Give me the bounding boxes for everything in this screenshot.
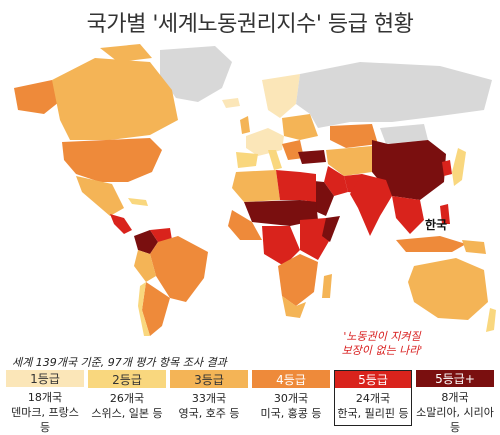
korea-label: 한국 [425,218,448,232]
region-south-africa [282,296,306,318]
region-brazil [150,236,208,302]
legend-item-grade4: 4등급 30개국 미국, 홍콩 등 [252,370,330,426]
region-scandinavia [262,74,300,118]
world-map-svg [14,44,496,336]
region-mexico [76,176,124,216]
region-kazakhstan [330,124,378,148]
grade-swatch: 5등급+ [416,370,494,387]
region-iran [324,166,348,196]
region-korea [442,160,452,176]
region-iceland [222,98,240,108]
region-west-europe [246,128,284,156]
region-east-europe [282,114,318,140]
region-papua [462,240,486,254]
region-australia [408,258,488,320]
legend-item-grade3: 3등급 33개국 영국, 호주 등 [170,370,248,426]
region-libya [276,170,300,200]
country-count: 33개국 [191,392,227,405]
region-sahel [244,200,318,226]
region-new-zealand [486,308,496,332]
grade-swatch: 1등급 [6,370,84,387]
region-balkans [282,140,304,160]
region-peru [134,250,156,282]
survey-footnote: 세계 139개국 기준, 97개 평가 항목 조사 결과 [12,356,227,369]
region-argentina [142,282,170,336]
region-madagascar [322,274,332,298]
country-examples: 소말리아, 시리아 등 [416,406,494,434]
region-west-africa [228,210,262,240]
country-examples: 스위스, 일본 등 [91,407,163,420]
region-colombia [134,230,158,254]
grade-swatch: 2등급 [88,370,166,388]
grade-legend: 1등급 18개국 덴마크, 프랑스 등 2등급 26개국 스위스, 일본 등 3… [6,370,494,434]
region-indonesia [396,236,466,252]
callout-note: '노동권이 지켜질 보장이 없는 나라' [322,330,442,358]
grade-swatch: 3등급 [170,370,248,388]
map-title: 국가별 '세계노동권리지수' 등급 현황 [86,12,414,37]
region-russia [296,62,492,128]
legend-text: 26개국 스위스, 일본 등 [88,388,166,421]
region-chile [138,282,150,336]
region-central-africa [262,226,300,266]
region-china [372,140,446,200]
region-egypt [300,172,316,202]
legend-item-grade5: 5등급 24개국 한국, 필리핀 등 [334,370,412,426]
grade-swatch: 4등급 [252,370,330,388]
region-central-america [110,214,132,234]
region-iberia [236,152,258,168]
country-examples: 덴마크, 프랑스 등 [11,406,79,434]
region-canada [52,58,178,140]
region-alaska [14,80,64,114]
callout-line-2: 보장이 없는 나라' [341,344,423,357]
country-count: 24개국 [355,392,391,405]
region-canada-islands [100,44,152,62]
region-greenland [160,46,232,102]
legend-text: 30개국 미국, 홍콩 등 [252,388,330,421]
region-central-asia [326,146,372,176]
region-italy [268,150,282,170]
legend-text: 8개국 소말리아, 시리아 등 [416,387,494,435]
legend-item-grade5plus: 5등급+ 8개국 소말리아, 시리아 등 [416,370,494,434]
country-count: 8개국 [441,391,469,404]
region-uk [240,116,250,134]
legend-text: 24개국 한국, 필리핀 등 [334,388,412,421]
region-southeast-asia [392,196,424,234]
country-examples: 미국, 홍콩 등 [260,407,322,420]
region-india [350,174,392,236]
region-turkey [298,150,326,164]
region-north-africa-west [232,170,280,202]
region-caribbean [128,198,148,206]
country-count: 26개국 [109,392,145,405]
legend-text: 18개국 덴마크, 프랑스 등 [6,387,84,435]
country-examples: 영국, 호주 등 [178,407,240,420]
country-count: 18개국 [27,391,63,404]
region-japan [452,148,466,186]
legend-item-grade1: 1등급 18개국 덴마크, 프랑스 등 [6,370,84,434]
world-map [0,40,500,340]
region-mongolia [380,124,428,144]
callout-line-1: '노동권이 지켜질 [343,330,421,343]
region-somalia [322,216,340,242]
region-venezuela [150,228,172,242]
country-count: 30개국 [273,392,309,405]
region-philippines [440,204,450,224]
grade-swatch: 5등급 [334,370,412,388]
legend-text: 33개국 영국, 호주 등 [170,388,248,421]
legend-item-grade2: 2등급 26개국 스위스, 일본 등 [88,370,166,426]
country-examples: 한국, 필리핀 등 [337,407,409,420]
region-southern-africa [278,254,318,306]
region-usa [62,138,162,182]
